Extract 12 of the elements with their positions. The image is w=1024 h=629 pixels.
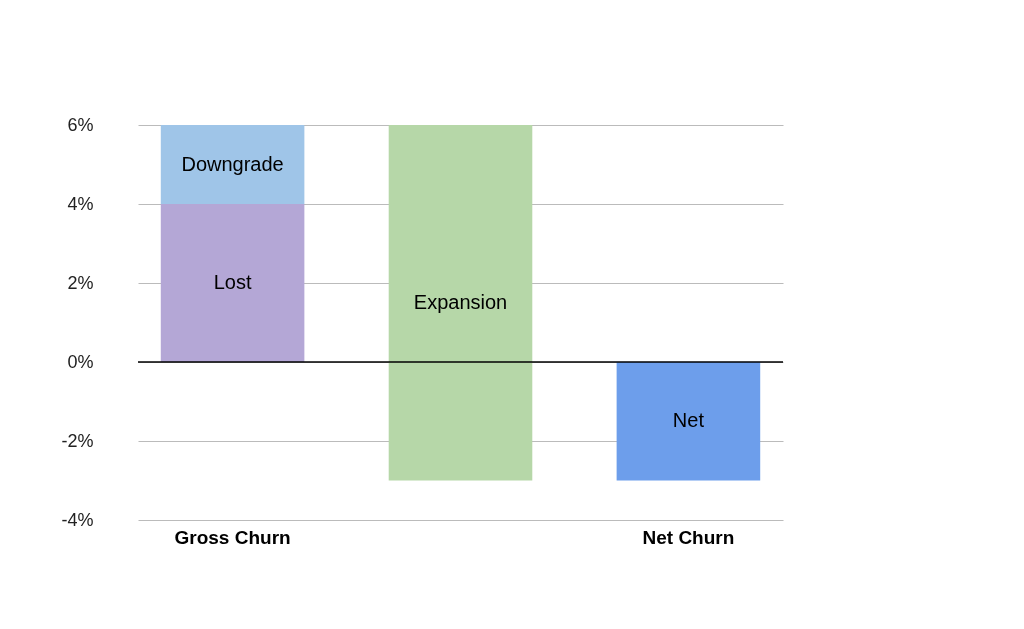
x-tick-label: Net Churn	[642, 526, 735, 548]
series-label: Lost	[213, 271, 252, 293]
series-label: Net	[672, 409, 705, 432]
series-label: Downgrade	[181, 152, 284, 175]
series-label: Expansion	[413, 290, 508, 313]
y-tick-label: 4%	[67, 193, 94, 214]
y-tick-label: -4%	[61, 509, 94, 530]
y-tick-label: -2%	[61, 430, 94, 451]
y-tick-label: 2%	[67, 272, 94, 293]
y-tick-label: 6%	[67, 114, 94, 135]
x-tick-label: Gross Churn	[174, 526, 291, 548]
y-tick-label: 0%	[67, 351, 94, 372]
